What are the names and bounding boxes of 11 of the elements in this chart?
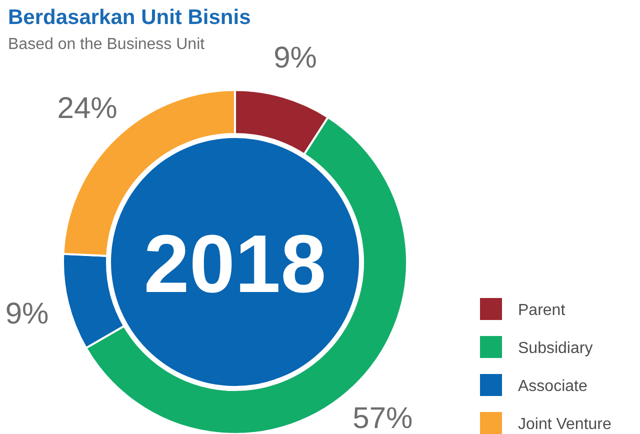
chart-title: Berdasarkan Unit Bisnis bbox=[8, 6, 251, 29]
text: 2018 bbox=[144, 219, 326, 310]
legend-label: Associate bbox=[518, 378, 588, 395]
legend-label: Subsidiary bbox=[518, 340, 593, 357]
chart-subtitle: Based on the Business Unit bbox=[8, 36, 206, 53]
data-label: 9% bbox=[274, 42, 317, 75]
legend-label: Joint Venture bbox=[518, 416, 612, 433]
data-label: 57% bbox=[352, 402, 413, 434]
legend-label: Parent bbox=[518, 302, 566, 319]
data-label: 24% bbox=[57, 92, 118, 126]
data-label: 9% bbox=[5, 297, 49, 330]
